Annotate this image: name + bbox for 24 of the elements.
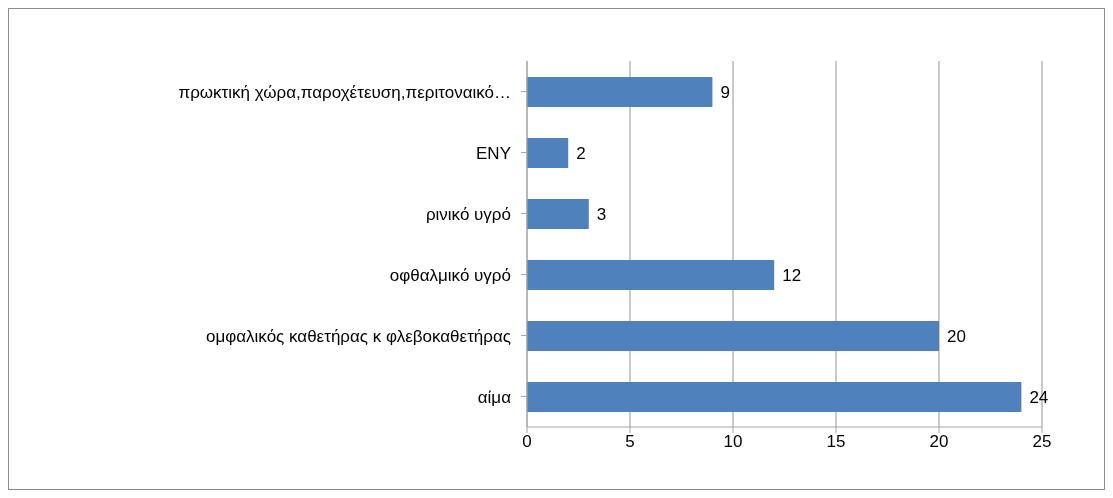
data-label: 12 [782,266,802,286]
y-tick-label: αίμα [477,387,512,407]
y-tick-label: πρωκτική χώρα,παροχέτευση,περιτοναικό… [178,82,511,102]
x-tick-label: 5 [625,432,635,452]
y-tick-label: οφθαλμικό υγρό [389,265,511,285]
bar [527,199,589,229]
data-label: 9 [720,83,730,103]
bar [527,260,775,290]
y-tick-label: ρινικό υγρό [425,204,511,224]
x-tick-label: 10 [723,432,743,452]
x-tick-label: 25 [1032,432,1052,452]
bar [527,321,939,351]
bar [527,382,1022,412]
y-tick-label: ομφαλικός καθετήρας κ φλεβοκαθετήρας [205,326,511,346]
bar [527,77,713,107]
data-label: 2 [576,144,586,164]
data-label: 3 [596,205,607,225]
x-tick-label: 15 [826,432,846,452]
data-label: 24 [1029,388,1049,408]
x-tick-label: 20 [929,432,949,452]
bar [527,138,569,168]
x-tick-label: 0 [522,432,532,452]
data-label: 20 [947,327,966,347]
y-tick-label: ΕΝΥ [476,143,511,163]
